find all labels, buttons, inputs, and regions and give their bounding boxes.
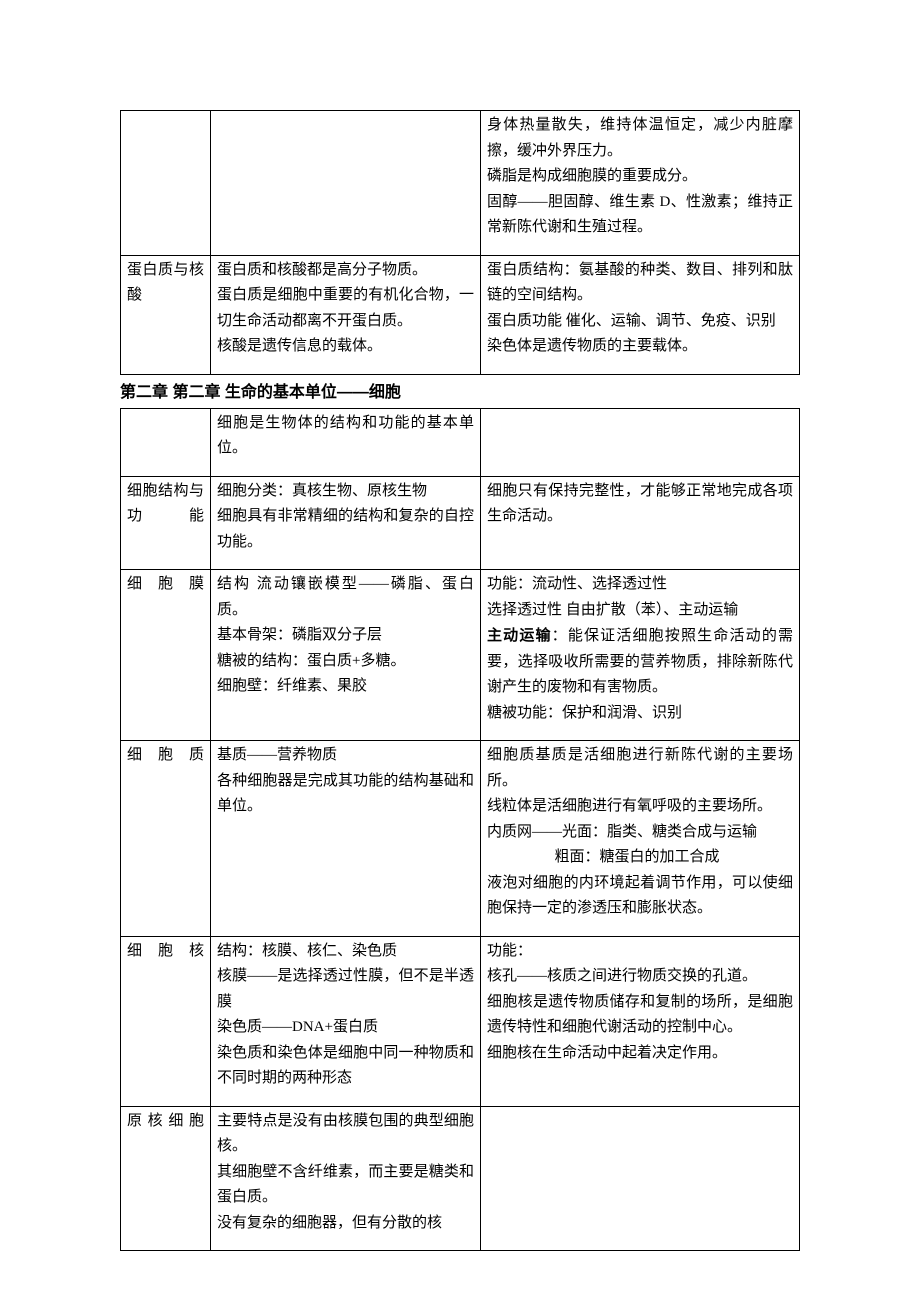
document-page: 身体热量散失，维持体温恒定，减少内脏摩擦，缓冲外界压力。磷脂是构成细胞膜的重要成… (0, 0, 920, 1311)
cell-detail: 功能：核孔——核质之间进行物质交换的孔道。细胞核是遗传物质储存和复制的场所，是细… (481, 936, 800, 1106)
table-row: 细胞质 基质——营养物质各种细胞器是完成其功能的结构基础和单位。 细胞质基质是活… (121, 741, 800, 937)
table-row: 细胞核 结构：核膜、核仁、染色质核膜——是选择透过性膜，但不是半透膜染色质——D… (121, 936, 800, 1106)
cell-topic: 细胞结构与功能 (121, 476, 211, 570)
indented-text: 粗面：糖蛋白的加工合成 (487, 845, 793, 871)
cell-detail: 功能：流动性、选择透过性选择透过性 自由扩散（苯）、主动运输主动运输：能保证活细… (481, 570, 800, 741)
cell-summary: 细胞是生物体的结构和功能的基本单位。 (211, 408, 481, 476)
table-chapter1-continued: 身体热量散失，维持体温恒定，减少内脏摩擦，缓冲外界压力。磷脂是构成细胞膜的重要成… (120, 110, 800, 375)
cell-topic (121, 408, 211, 476)
text: 功能：流动性、选择透过性选择透过性 自由扩散（苯）、主动运输 (487, 576, 738, 618)
table-row: 细胞是生物体的结构和功能的基本单位。 (121, 408, 800, 476)
cell-detail: 细胞质基质是活细胞进行新陈代谢的主要场所。线粒体是活细胞进行有氧呼吸的主要场所。… (481, 741, 800, 937)
cell-topic (121, 111, 211, 256)
cell-summary (211, 111, 481, 256)
cell-topic: 细胞膜 (121, 570, 211, 741)
cell-summary: 基质——营养物质各种细胞器是完成其功能的结构基础和单位。 (211, 741, 481, 937)
table-row: 原核细胞 主要特点是没有由核膜包围的典型细胞核。其细胞壁不含纤维素，而主要是糖类… (121, 1106, 800, 1251)
table-row: 身体热量散失，维持体温恒定，减少内脏摩擦，缓冲外界压力。磷脂是构成细胞膜的重要成… (121, 111, 800, 256)
cell-detail (481, 1106, 800, 1251)
cell-detail: 细胞只有保持完整性，才能够正常地完成各项生命活动。 (481, 476, 800, 570)
cell-topic: 原核细胞 (121, 1106, 211, 1251)
table-row: 蛋白质与核酸 蛋白质和核酸都是高分子物质。蛋白质是细胞中重要的有机化合物，一切生… (121, 255, 800, 374)
cell-topic: 细胞质 (121, 741, 211, 937)
cell-summary: 结构：核膜、核仁、染色质核膜——是选择透过性膜，但不是半透膜染色质——DNA+蛋… (211, 936, 481, 1106)
cell-summary: 主要特点是没有由核膜包围的典型细胞核。其细胞壁不含纤维素，而主要是糖类和蛋白质。… (211, 1106, 481, 1251)
cell-detail: 身体热量散失，维持体温恒定，减少内脏摩擦，缓冲外界压力。磷脂是构成细胞膜的重要成… (481, 111, 800, 256)
cell-topic: 细胞核 (121, 936, 211, 1106)
table-row: 细胞膜 结构 流动镶嵌模型——磷脂、蛋白质。基本骨架：磷脂双分子层糖被的结构：蛋… (121, 570, 800, 741)
cell-summary: 结构 流动镶嵌模型——磷脂、蛋白质。基本骨架：磷脂双分子层糖被的结构：蛋白质+多… (211, 570, 481, 741)
bold-text: 主动运输 (487, 627, 552, 644)
cell-detail (481, 408, 800, 476)
cell-summary: 蛋白质和核酸都是高分子物质。蛋白质是细胞中重要的有机化合物，一切生命活动都离不开… (211, 255, 481, 374)
table-row: 细胞结构与功能 细胞分类：真核生物、原核生物细胞具有非常精细的结构和复杂的自控功… (121, 476, 800, 570)
text: 细胞质基质是活细胞进行新陈代谢的主要场所。线粒体是活细胞进行有氧呼吸的主要场所。… (487, 747, 793, 840)
section-heading: 第二章 第二章 生命的基本单位——细胞 (120, 379, 800, 406)
cell-summary: 细胞分类：真核生物、原核生物细胞具有非常精细的结构和复杂的自控功能。 (211, 476, 481, 570)
cell-detail: 蛋白质结构：氨基酸的种类、数目、排列和肽链的空间结构。蛋白质功能 催化、运输、调… (481, 255, 800, 374)
text: 液泡对细胞的内环境起着调节作用，可以使细胞保持一定的渗透压和膨胀状态。 (487, 875, 793, 917)
table-chapter2: 细胞是生物体的结构和功能的基本单位。 细胞结构与功能 细胞分类：真核生物、原核生… (120, 408, 800, 1252)
cell-topic: 蛋白质与核酸 (121, 255, 211, 374)
